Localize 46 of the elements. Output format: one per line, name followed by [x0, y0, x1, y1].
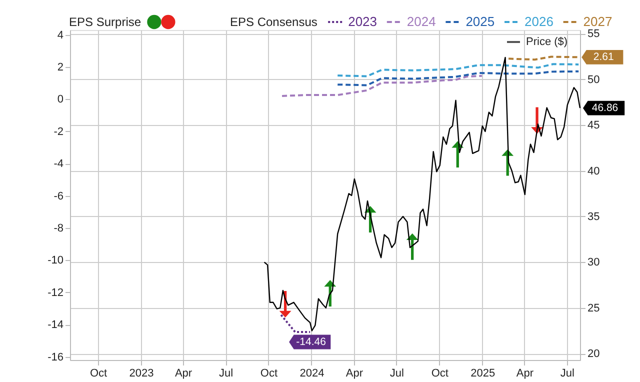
x-tick-label: 2025: [470, 368, 496, 380]
line-series: [264, 56, 581, 332]
text: Price ($): [526, 36, 568, 48]
legend-label: 2024: [406, 14, 436, 29]
y2-tick-label: 30: [588, 256, 600, 269]
x-tick-label: Apr: [516, 368, 534, 380]
y-tick-label: 0: [57, 94, 64, 106]
y2-tick-label: 35: [588, 210, 600, 223]
y2-tick-label: 55: [588, 28, 600, 40]
y2-tick-label: 25: [588, 302, 600, 314]
y-tick-label: -6: [54, 190, 64, 202]
y-tick-label: -4: [54, 158, 64, 170]
line-series: [336, 63, 580, 78]
x-tick-label: 2024: [300, 368, 324, 380]
y2-tick-label: 50: [588, 74, 600, 86]
legend-label: 2025: [466, 14, 495, 29]
y2-tick-label: 40: [588, 165, 600, 178]
x-tick-label: Jul: [560, 368, 574, 380]
data-label: -14.46: [296, 336, 326, 348]
data-label: 2.61: [593, 51, 614, 64]
legend-title: EPS Consensus: [230, 15, 318, 29]
data-label: 46.86: [592, 102, 618, 114]
x-tick-label: 2023: [129, 368, 154, 380]
line-series: [281, 74, 483, 97]
y-tick-label: -14: [48, 319, 64, 332]
legend-label: 2023: [348, 14, 378, 29]
y-tick-label: -16: [48, 351, 64, 364]
legend-label: 2026: [524, 14, 554, 29]
x-tick-label: Apr: [346, 368, 364, 380]
y2-tick-label: 45: [588, 120, 600, 132]
x-tick-label: Oct: [431, 368, 448, 380]
text: EPS Surprise: [69, 15, 142, 29]
x-tick-label: Jul: [390, 368, 404, 380]
x-tick-label: Oct: [260, 368, 278, 380]
x-tick-label: Oct: [90, 368, 108, 380]
y-tick-label: -2: [54, 126, 64, 138]
legend-label: 2027: [583, 14, 612, 29]
y-tick-label: -8: [54, 222, 64, 234]
y-tick-label: 2: [57, 62, 64, 74]
x-tick-label: Jul: [218, 368, 234, 380]
y-tick-label: 4: [57, 29, 64, 42]
y2-tick-label: 20: [588, 348, 600, 360]
x-tick-label: Apr: [174, 368, 192, 380]
line-series: [336, 70, 580, 86]
y-tick-label: -10: [48, 254, 64, 267]
y-tick-label: -12: [48, 286, 64, 299]
